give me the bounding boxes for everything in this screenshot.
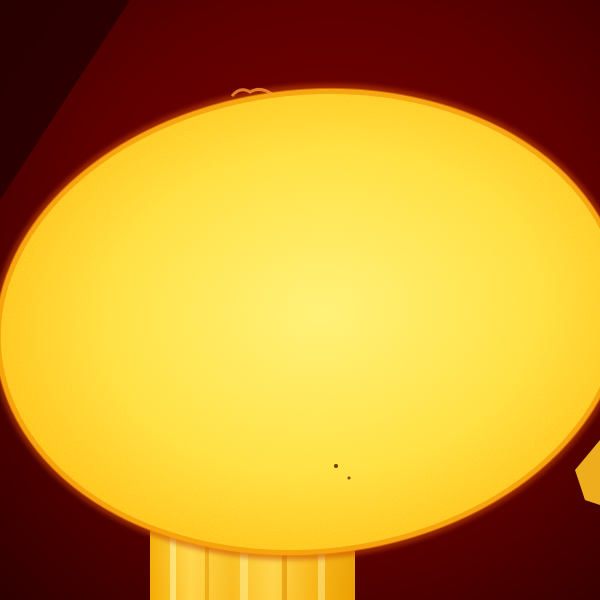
sun-limb-edge	[0, 87, 600, 557]
sunspot	[347, 476, 351, 480]
sky-dark-corner	[0, 0, 130, 200]
edge-artifact	[575, 440, 600, 505]
sunspot	[334, 464, 338, 468]
prominence	[230, 87, 273, 97]
